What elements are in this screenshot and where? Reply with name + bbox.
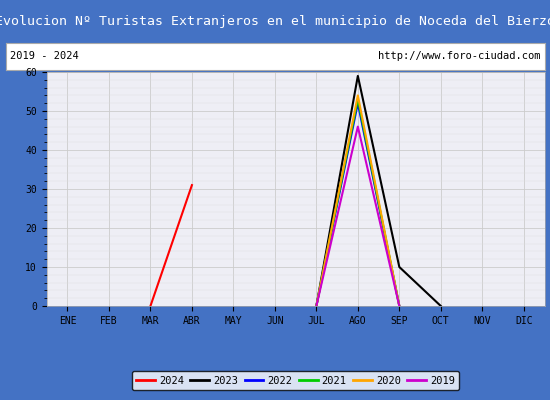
2019 xyxy=(313,304,320,308)
Line: 2020: 2020 xyxy=(316,95,399,306)
2024 xyxy=(189,183,195,188)
Line: 2021: 2021 xyxy=(316,99,399,306)
2023 xyxy=(437,304,444,308)
2019 xyxy=(396,304,403,308)
Line: 2019: 2019 xyxy=(316,126,399,306)
Line: 2024: 2024 xyxy=(151,185,192,306)
2022 xyxy=(355,101,361,106)
2020 xyxy=(313,304,320,308)
2023 xyxy=(313,304,320,308)
2022 xyxy=(313,304,320,308)
2023 xyxy=(355,74,361,78)
Line: 2022: 2022 xyxy=(316,103,399,306)
2021 xyxy=(355,97,361,102)
2019 xyxy=(355,124,361,129)
2021 xyxy=(313,304,320,308)
2020 xyxy=(355,93,361,98)
Text: Evolucion Nº Turistas Extranjeros en el municipio de Noceda del Bierzo: Evolucion Nº Turistas Extranjeros en el … xyxy=(0,14,550,28)
2022 xyxy=(396,304,403,308)
2024 xyxy=(147,304,154,308)
Legend: 2024, 2023, 2022, 2021, 2020, 2019: 2024, 2023, 2022, 2021, 2020, 2019 xyxy=(132,371,459,390)
2020 xyxy=(396,304,403,308)
Line: 2023: 2023 xyxy=(316,76,441,306)
Text: http://www.foro-ciudad.com: http://www.foro-ciudad.com xyxy=(378,51,540,61)
2021 xyxy=(396,304,403,308)
2023 xyxy=(396,265,403,270)
Text: 2019 - 2024: 2019 - 2024 xyxy=(10,51,79,61)
